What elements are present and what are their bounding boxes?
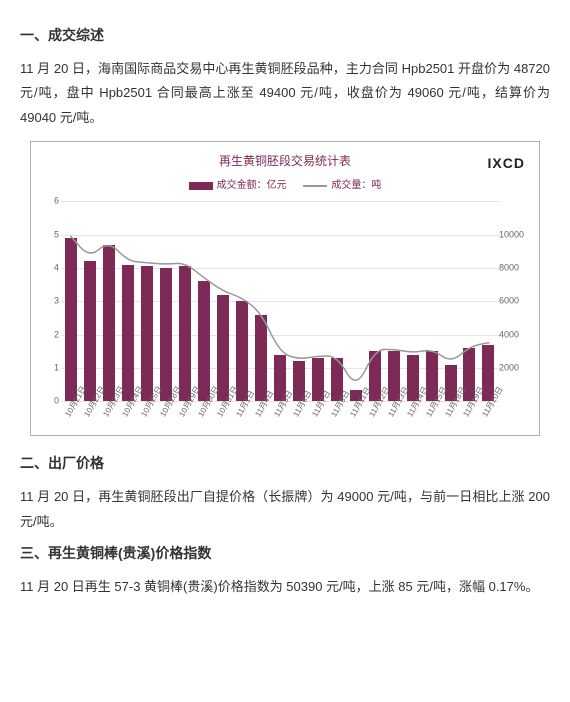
ytick-left: 2	[41, 326, 59, 343]
ytick-right: 8000	[499, 260, 531, 277]
bar	[122, 265, 134, 402]
bar	[236, 301, 248, 401]
ytick-left: 4	[41, 260, 59, 277]
legend-bar-swatch	[189, 182, 213, 190]
ytick-right: 4000	[499, 326, 531, 343]
legend-line-swatch	[303, 185, 327, 187]
y-axis-right: 2000 4000 6000 8000 10000	[499, 201, 531, 401]
bar	[103, 245, 115, 402]
x-axis: 10月21日10月22日10月23日10月24日10月25日10月28日10月2…	[61, 401, 499, 431]
ytick-left: 0	[41, 393, 59, 410]
ytick-right: 10000	[499, 226, 531, 243]
ytick-right: 2000	[499, 360, 531, 377]
chart-container: IXCD 再生黄铜胚段交易统计表 成交金额：亿元 成交量：吨 0123456 2…	[30, 141, 540, 437]
bar	[84, 261, 96, 401]
y-axis-left: 0123456	[41, 201, 59, 401]
bar	[65, 238, 77, 401]
chart-legend: 成交金额：亿元 成交量：吨	[41, 176, 529, 195]
ytick-left: 3	[41, 293, 59, 310]
chart-title: 再生黄铜胚段交易统计表	[41, 150, 529, 173]
section2-text: 11 月 20 日，再生黄铜胚段出厂自提价格（长振牌）为 49000 元/吨，与…	[20, 485, 550, 534]
bar	[179, 266, 191, 401]
bar	[198, 281, 210, 401]
ytick-left: 5	[41, 226, 59, 243]
ytick-right: 6000	[499, 293, 531, 310]
legend-bar-label: 成交金额：亿元	[217, 180, 287, 191]
section3-text: 11 月 20 日再生 57-3 黄铜棒(贵溪)价格指数为 50390 元/吨，…	[20, 575, 550, 600]
section1-title: 一、成交综述	[20, 22, 550, 49]
bar	[141, 266, 153, 401]
bar	[255, 315, 267, 402]
chart-plot: 0123456 200040006000800010000 10月21日10月2…	[61, 201, 499, 431]
chart-logo: IXCD	[488, 150, 525, 177]
ytick-left: 1	[41, 360, 59, 377]
section2-title: 二、出厂价格	[20, 450, 550, 477]
chart-bars	[61, 201, 499, 401]
bar	[217, 295, 229, 402]
section3-title: 三、再生黄铜棒(贵溪)价格指数	[20, 540, 550, 567]
section1-text: 11 月 20 日，海南国际商品交易中心再生黄铜胚段品种，主力合同 Hpb250…	[20, 57, 550, 131]
legend-line-label: 成交量：吨	[331, 180, 381, 191]
bar	[160, 268, 172, 401]
ytick-left: 6	[41, 193, 59, 210]
